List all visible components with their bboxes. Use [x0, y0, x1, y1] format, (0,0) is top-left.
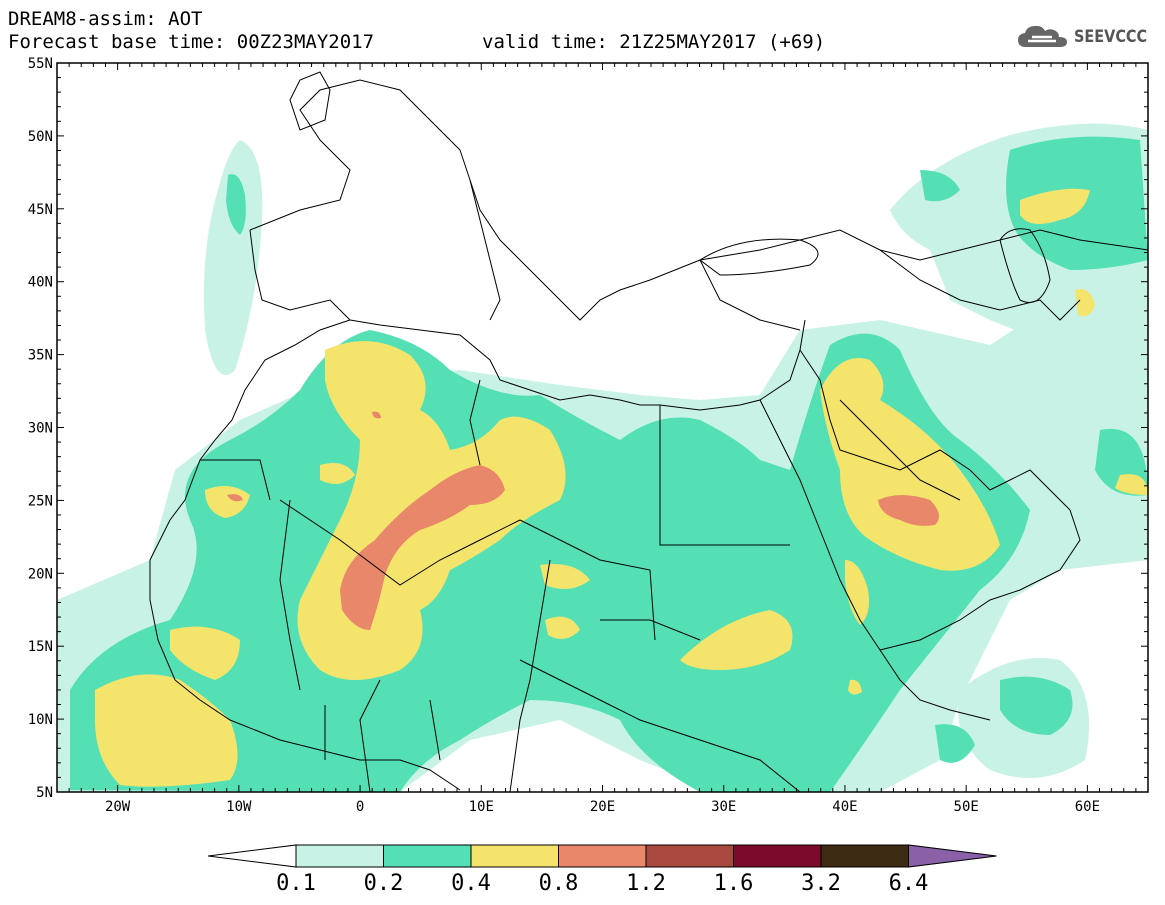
colorbar-label: 0.1: [276, 871, 316, 896]
colorbar-label: 0.8: [539, 871, 579, 896]
latitude-axis: 55N 50N 45N 40N 35N 30N 25N 20N 15N 10N 5N: [28, 56, 1148, 801]
lat-label: 25N: [28, 493, 53, 509]
coastlines: [149, 71, 1148, 792]
logo-text: SEEVCCC: [1074, 27, 1148, 47]
lat-label: 10N: [28, 712, 53, 728]
cloud-icon: [1018, 25, 1067, 47]
seevccc-logo: SEEVCCC: [1016, 20, 1160, 54]
lat-label: 55N: [28, 56, 53, 72]
lat-label: 50N: [28, 129, 53, 145]
lon-label: 20W: [105, 799, 131, 815]
lon-label: 20E: [590, 799, 615, 815]
colorbar-swatch: [645, 844, 734, 868]
longitude-axis: 20W 10W 0 10E 20E 30E 40E 50E 60E: [56, 63, 1149, 815]
colorbar-label: 0.2: [364, 871, 404, 896]
lat-label: 40N: [28, 275, 53, 291]
valid-time: valid time: 21Z25MAY2017 (+69): [482, 31, 826, 53]
colorbar: 0.1 0.2 0.4 0.8 1.2 1.6 3.2 6.4: [207, 844, 997, 896]
colorbar-swatch: [470, 844, 559, 868]
map-title: DREAM8-assim: AOT: [8, 8, 203, 30]
forecast-base-time: Forecast base time: 00Z23MAY2017: [8, 31, 375, 53]
colorbar-swatch: [383, 844, 472, 868]
lon-label: 40E: [832, 799, 857, 815]
lat-label: 15N: [28, 639, 53, 655]
colorbar-label: 3.2: [801, 871, 841, 896]
lat-label: 35N: [28, 348, 53, 364]
lat-label: 5N: [36, 785, 53, 801]
colorbar-swatch: [558, 844, 647, 868]
colorbar-over-arrow: [908, 844, 997, 868]
colorbar-label: 0.4: [451, 871, 491, 896]
colorbar-swatch: [295, 844, 384, 868]
colorbar-swatch: [820, 844, 909, 868]
lon-label: 10E: [469, 799, 494, 815]
colorbar-label: 1.2: [626, 871, 666, 896]
lon-label: 60E: [1075, 799, 1100, 815]
lon-label: 30E: [711, 799, 736, 815]
lon-label: 10W: [226, 799, 252, 815]
lon-label: 0: [356, 799, 364, 815]
colorbar-swatch: [733, 844, 822, 868]
colorbar-under-arrow: [207, 844, 297, 868]
lon-label: 50E: [954, 799, 979, 815]
lat-label: 30N: [28, 421, 53, 437]
lat-label: 45N: [28, 202, 53, 218]
colorbar-label: 1.6: [714, 871, 754, 896]
colorbar-label: 6.4: [889, 871, 929, 896]
lat-label: 20N: [28, 566, 53, 582]
aot-field: [57, 123, 1148, 792]
